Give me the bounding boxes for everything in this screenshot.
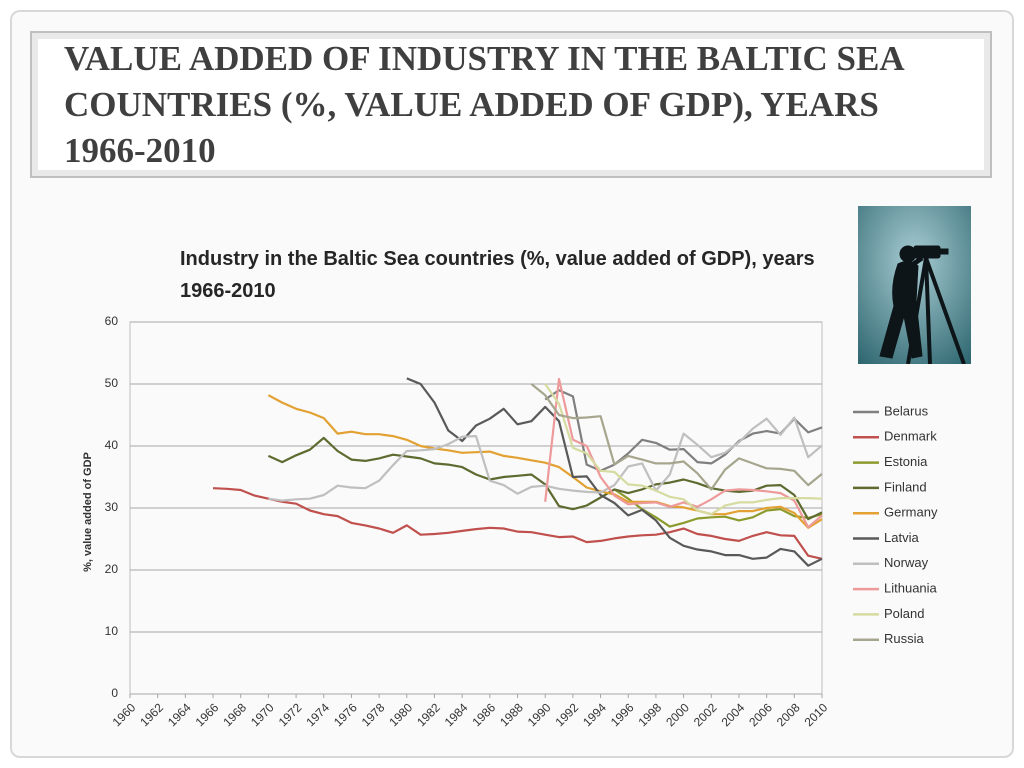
x-tick-label: 1986 bbox=[469, 700, 498, 729]
x-tick-label: 2006 bbox=[746, 700, 775, 729]
x-tick-label: 1972 bbox=[276, 700, 305, 729]
legend-label: Belarus bbox=[884, 403, 929, 418]
series-line bbox=[613, 488, 823, 528]
legend-label: Norway bbox=[884, 555, 929, 570]
y-tick-label: 20 bbox=[105, 562, 119, 576]
x-tick-label: 2004 bbox=[719, 700, 748, 729]
x-tick-label: 2010 bbox=[802, 700, 831, 729]
x-tick-label: 1992 bbox=[552, 700, 581, 729]
x-tick-label: 2002 bbox=[691, 700, 720, 729]
series-line bbox=[268, 416, 823, 502]
x-tick-label: 1984 bbox=[442, 700, 471, 729]
legend-label: Estonia bbox=[884, 454, 928, 469]
series-line bbox=[267, 436, 823, 521]
x-tick-label: 1978 bbox=[359, 700, 388, 729]
x-tick-label: 1976 bbox=[331, 700, 360, 729]
legend-label: Denmark bbox=[884, 429, 937, 444]
y-tick-label: 60 bbox=[105, 314, 119, 328]
x-tick-label: 1988 bbox=[497, 700, 526, 729]
legend-label: Poland bbox=[884, 606, 924, 621]
title-box bbox=[30, 31, 992, 178]
x-tick-label: 1980 bbox=[386, 700, 415, 729]
x-tick-label: 2000 bbox=[663, 700, 692, 729]
x-tick-label: 1982 bbox=[414, 700, 443, 729]
y-tick-label: 10 bbox=[105, 624, 119, 638]
series-line bbox=[544, 383, 823, 516]
series-line bbox=[530, 383, 823, 491]
series-line bbox=[544, 377, 823, 529]
y-tick-label: 40 bbox=[105, 438, 119, 452]
x-tick-label: 1966 bbox=[193, 700, 222, 729]
legend-label: Lithuania bbox=[884, 581, 938, 596]
x-tick-label: 1960 bbox=[110, 700, 139, 729]
series-line bbox=[212, 487, 823, 560]
x-tick-label: 1990 bbox=[525, 700, 554, 729]
x-tick-label: 1994 bbox=[580, 700, 609, 729]
legend-label: Germany bbox=[884, 505, 938, 520]
slide-title: VALUE ADDED OF INDUSTRY IN THE BALTIC SE… bbox=[64, 39, 903, 170]
legend-label: Finland bbox=[884, 479, 927, 494]
series-line bbox=[267, 394, 823, 529]
legend-label: Latvia bbox=[884, 530, 919, 545]
y-tick-label: 30 bbox=[105, 500, 119, 514]
y-axis-label: %, value added of GDP bbox=[82, 452, 94, 572]
legend-label: Russia bbox=[884, 631, 925, 646]
y-tick-label: 0 bbox=[111, 686, 118, 700]
x-tick-label: 1962 bbox=[137, 700, 166, 729]
x-tick-label: 1998 bbox=[636, 700, 665, 729]
series-line bbox=[544, 389, 823, 472]
x-tick-label: 1970 bbox=[248, 700, 277, 729]
x-tick-label: 2008 bbox=[774, 700, 803, 729]
x-tick-label: 1974 bbox=[303, 700, 332, 729]
series-line bbox=[406, 377, 823, 567]
y-tick-label: 50 bbox=[105, 376, 119, 390]
x-tick-label: 1968 bbox=[220, 700, 249, 729]
chart-title: Industry in the Baltic Sea countries (%,… bbox=[180, 248, 815, 302]
x-tick-label: 1964 bbox=[165, 700, 194, 729]
photo bbox=[858, 206, 971, 364]
x-tick-label: 1996 bbox=[608, 700, 637, 729]
